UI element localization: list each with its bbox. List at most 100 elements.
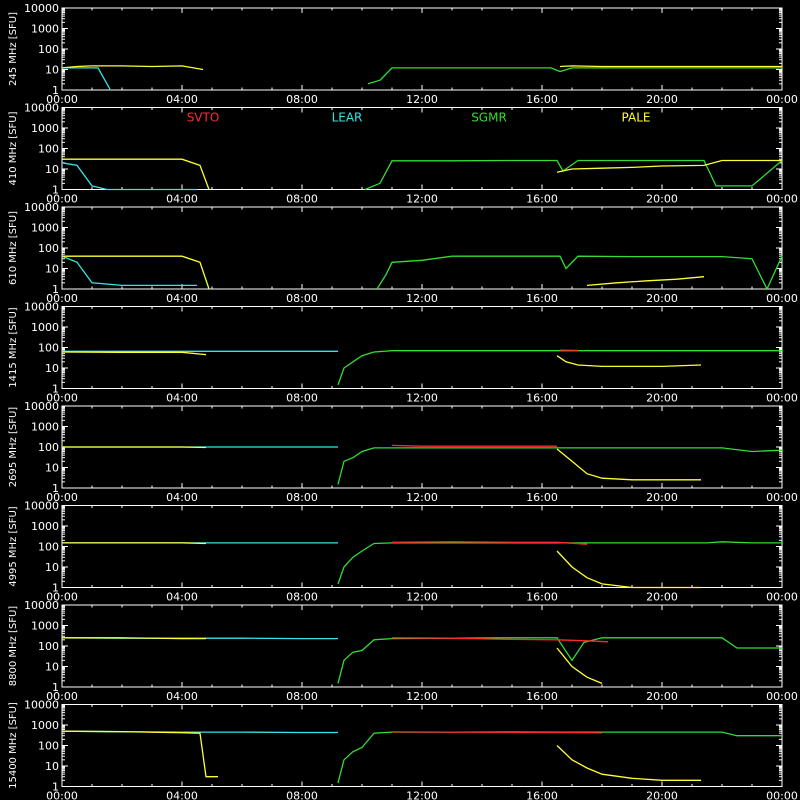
panel-2: 1 10 100 1000 10000 00:00 04:00 08:00 12:00 16:00…: [8, 102, 798, 206]
panel-1: 1 10 100 1000 10000 00:00 04:00 08:00 12:00 16:00…: [8, 2, 798, 106]
x-tick-label: 12:00: [406, 392, 438, 405]
series-sgmr-line: [337, 541, 782, 585]
x-tick-label: 12:00: [406, 292, 438, 305]
x-tick-label: 20:00: [646, 193, 678, 206]
series-pale-line: [586, 276, 705, 287]
y-tick-label: 1000: [31, 321, 59, 334]
series-lear-line: [61, 255, 197, 287]
y-axis-label: 4995 MHz [SFU]: [8, 506, 19, 587]
y-tick-label: 10: [45, 561, 59, 574]
series-svto-line: [391, 731, 603, 734]
series-sgmr-line: [337, 637, 782, 684]
x-tick-label: 16:00: [526, 491, 558, 504]
plot-frame: [61, 7, 783, 91]
y-tick-label: 100: [38, 143, 59, 156]
x-tick-label: 12:00: [406, 491, 438, 504]
series-group: [62, 444, 783, 485]
x-tick-label: 04:00: [166, 93, 198, 106]
x-tick-label: 04:00: [166, 690, 198, 703]
x-tick-label: 20:00: [646, 690, 678, 703]
x-tick-label: 20:00: [646, 93, 678, 106]
series-pale-line: [556, 448, 701, 481]
x-tick-label: 12:00: [406, 193, 438, 206]
plot-frame: [61, 505, 783, 588]
x-tick-label: 08:00: [286, 790, 318, 800]
x-tick-label: 16:00: [526, 591, 558, 604]
series-pale-line: [61, 65, 204, 71]
x-tick-label: 00:00: [46, 591, 78, 604]
series-sgmr-line: [367, 67, 782, 85]
y-tick-label: 100: [38, 43, 59, 56]
legend-svto: SVTO: [187, 111, 220, 125]
legend-pale: PALE: [622, 111, 651, 125]
x-tick-label: 00:00: [766, 93, 798, 106]
series-group: [61, 730, 782, 784]
y-tick-label: 10: [45, 760, 59, 773]
y-axis-label: 610 MHz [SFU]: [8, 211, 19, 285]
series-pale-line: [61, 351, 207, 356]
y-tick-label: 10000: [24, 301, 59, 314]
x-tick-label: 16:00: [526, 93, 558, 106]
y-tick-label: 10000: [24, 201, 59, 214]
y-tick-label: 10: [45, 362, 59, 375]
x-tick-label: 20:00: [646, 790, 678, 800]
series-sgmr-line: [337, 447, 783, 485]
x-tick-label: 12:00: [406, 591, 438, 604]
series-pale-line: [556, 355, 702, 368]
y-tick-label: 1: [52, 84, 59, 97]
x-tick-label: 00:00: [46, 491, 78, 504]
x-tick-label: 08:00: [286, 292, 318, 305]
series-svto-line: [391, 444, 557, 447]
plot-frame: [61, 604, 783, 688]
y-tick-label: 1: [52, 582, 59, 595]
y-tick-label: 10: [45, 163, 59, 176]
x-tick-label: 08:00: [286, 690, 318, 703]
x-tick-label: 16:00: [526, 193, 558, 206]
x-tick-label: 08:00: [286, 591, 318, 604]
x-tick-label: 00:00: [766, 392, 798, 405]
y-tick-label: 1: [52, 184, 59, 197]
y-axis-label: 1415 MHz [SFU]: [8, 307, 19, 388]
x-tick-label: 04:00: [166, 392, 198, 405]
y-axis-label: 2695 MHz [SFU]: [8, 407, 19, 488]
panel-5: 1 10 100 1000 10000 00:00 04:00 08:00 12:00 16:00…: [8, 400, 798, 504]
y-tick-label: 100: [38, 441, 59, 454]
y-tick-label: 1000: [31, 222, 59, 235]
series-pale-line: [62, 542, 207, 545]
y-tick-label: 100: [38, 242, 59, 255]
x-tick-label: 12:00: [406, 690, 438, 703]
series-lear-line: [61, 162, 197, 191]
plot-frame: [61, 107, 783, 190]
x-tick-label: 20:00: [646, 392, 678, 405]
y-axis-label: 410 MHz [SFU]: [8, 111, 19, 185]
x-tick-label: 00:00: [46, 292, 78, 305]
x-tick-label: 20:00: [646, 591, 678, 604]
y-tick-label: 1: [52, 482, 59, 495]
y-tick-label: 1: [52, 383, 59, 396]
y-tick-label: 100: [38, 342, 59, 355]
series-sgmr-line: [337, 731, 782, 784]
y-tick-label: 1000: [31, 421, 59, 434]
y-tick-label: 1000: [31, 719, 59, 732]
panel-8: 1 10 100 1000 10000 00:00 04:00 08:00 12:00 16:00…: [8, 699, 798, 800]
y-tick-label: 10000: [24, 599, 59, 612]
y-tick-label: 1000: [31, 122, 59, 135]
x-tick-label: 00:00: [46, 790, 78, 800]
x-tick-label: 20:00: [646, 292, 678, 305]
x-tick-label: 00:00: [766, 292, 798, 305]
series-sgmr-line: [337, 350, 782, 386]
series-pale-line: [556, 745, 701, 781]
y-tick-label: 10: [45, 661, 59, 674]
y-tick-label: 100: [38, 640, 59, 653]
y-tick-label: 10000: [24, 699, 59, 712]
x-tick-label: 16:00: [526, 392, 558, 405]
legend-lear: LEAR: [332, 111, 363, 125]
x-tick-label: 00:00: [46, 392, 78, 405]
x-tick-label: 16:00: [526, 790, 558, 800]
series-pale-line: [559, 65, 782, 68]
y-tick-label: 10000: [24, 400, 59, 413]
y-tick-label: 1: [52, 283, 59, 296]
y-tick-label: 10: [45, 263, 59, 276]
x-tick-label: 08:00: [286, 193, 318, 206]
x-tick-label: 04:00: [166, 193, 198, 206]
